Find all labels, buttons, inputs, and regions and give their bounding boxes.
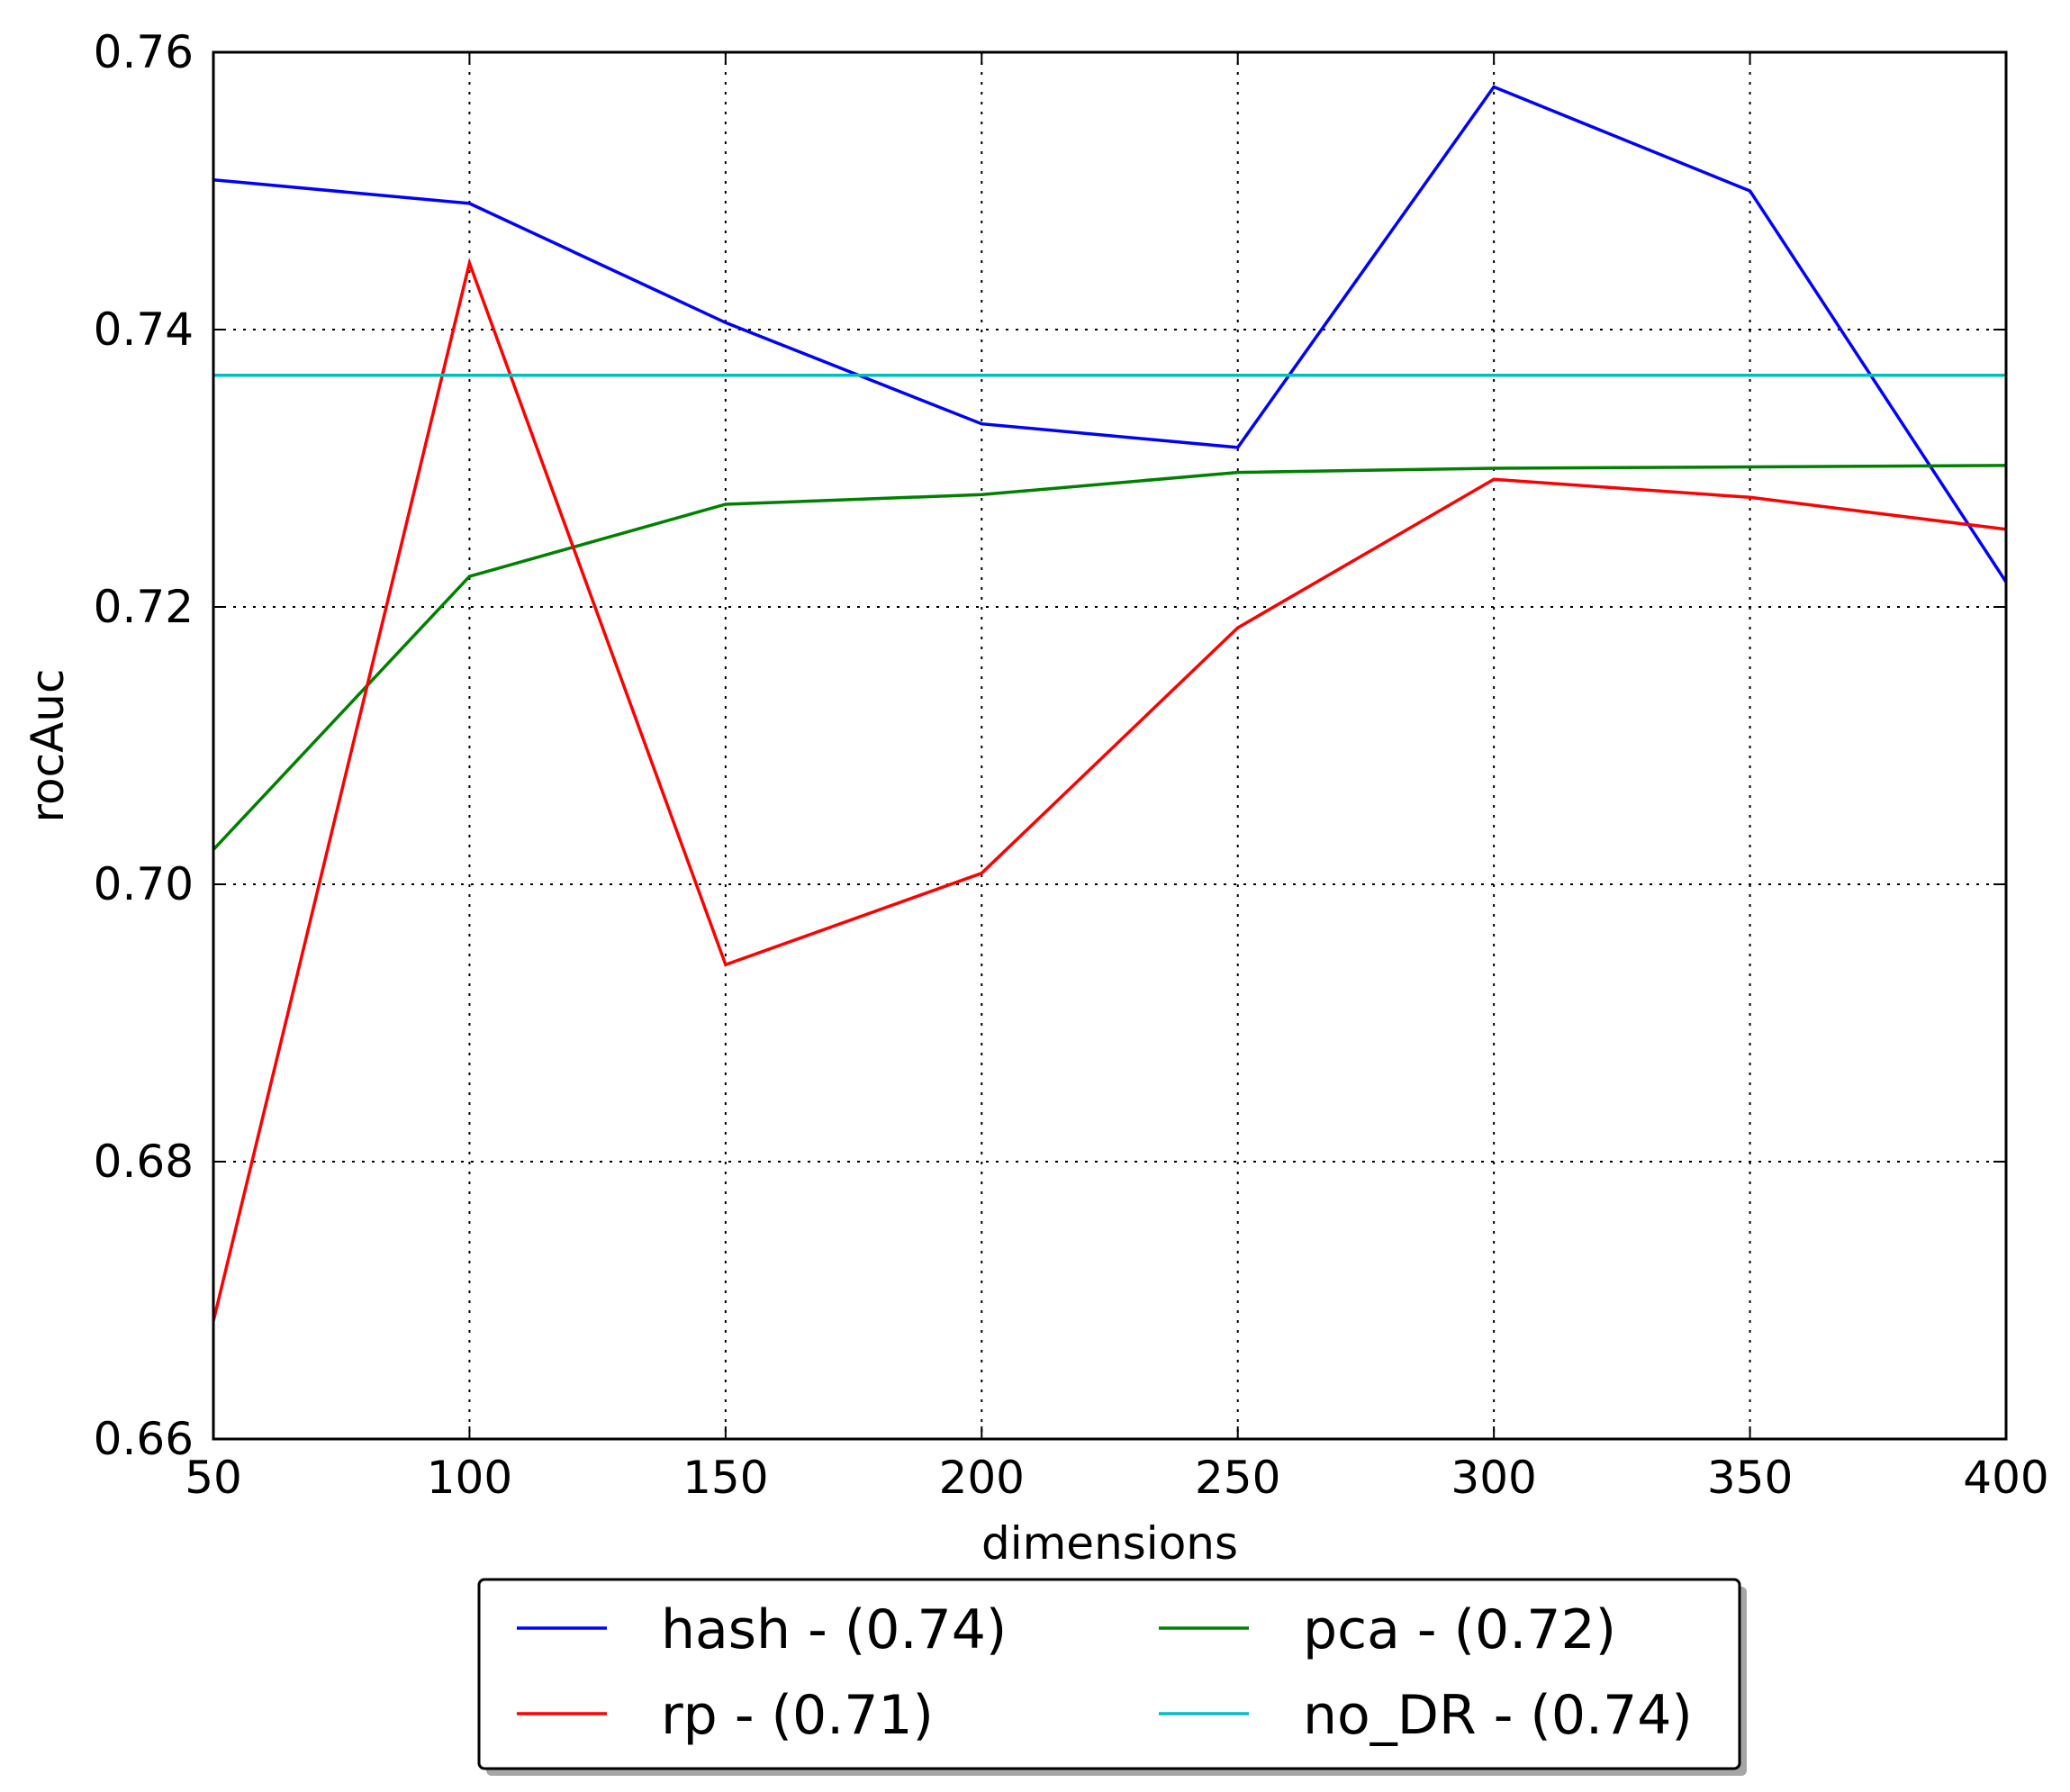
y-tick-label: 0.68 — [94, 1136, 194, 1188]
x-tick-label: 100 — [427, 1452, 512, 1504]
y-tick-label: 0.76 — [94, 26, 194, 78]
y-tick-label: 0.66 — [94, 1413, 194, 1465]
x-tick-label: 200 — [939, 1452, 1025, 1504]
y-axis-label: rocAuc — [22, 669, 74, 823]
x-tick-label: 400 — [1963, 1452, 2048, 1504]
legend-label-0: hash - (0.74) — [661, 1598, 1007, 1661]
y-tick-label: 0.74 — [94, 303, 194, 356]
legend-label-3: no_DR - (0.74) — [1303, 1684, 1693, 1747]
y-tick-label: 0.70 — [94, 858, 194, 910]
legend-label-2: rp - (0.71) — [661, 1684, 934, 1747]
x-tick-label: 150 — [682, 1452, 768, 1504]
legend-label-1: pca - (0.72) — [1303, 1598, 1616, 1661]
x-tick-label: 250 — [1195, 1452, 1280, 1504]
x-tick-label: 300 — [1451, 1452, 1536, 1504]
y-tick-label: 0.72 — [94, 581, 194, 633]
x-tick-label: 350 — [1707, 1452, 1793, 1504]
legend: hash - (0.74) pca - (0.72) rp - (0.71) no_D… — [479, 1579, 1747, 1776]
x-axis-label: dimensions — [981, 1517, 1238, 1570]
